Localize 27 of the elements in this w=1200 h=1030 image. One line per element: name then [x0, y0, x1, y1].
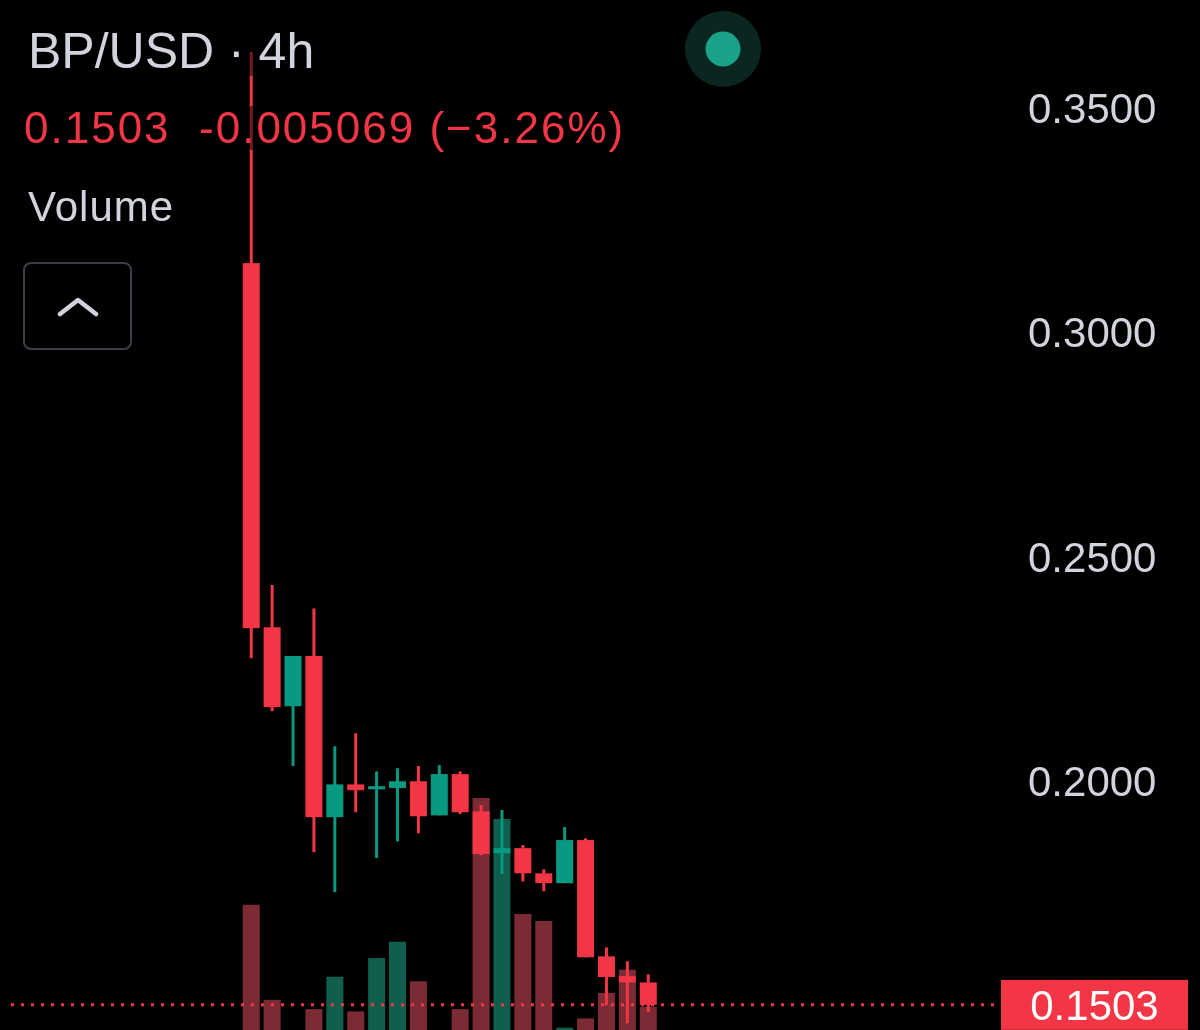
bar [577, 1018, 595, 1030]
candlestick [368, 771, 386, 859]
y-tick-label: 0.2000 [1028, 758, 1157, 806]
bar [409, 981, 427, 1030]
bar [535, 920, 553, 1030]
candlestick [535, 869, 553, 892]
bar [347, 1011, 365, 1030]
candlestick [493, 809, 511, 876]
candlestick [347, 733, 365, 814]
bar [242, 904, 260, 1030]
y-tick-label: 0.3500 [1028, 84, 1157, 132]
bar [389, 941, 407, 1030]
y-tick-label: 0.2500 [1028, 533, 1157, 581]
candlestick [389, 768, 407, 842]
y-tick-label: 0.3000 [1028, 309, 1157, 357]
bar [451, 1009, 469, 1030]
bar [326, 976, 344, 1030]
bar [514, 914, 532, 1030]
text: BP/USD · 4h [28, 23, 315, 79]
chart-title: Volume [28, 183, 175, 230]
bar [263, 999, 281, 1030]
bar [368, 958, 386, 1030]
bar [493, 818, 511, 1030]
bar [597, 992, 615, 1030]
ref-line-label: 0.1503 [1030, 981, 1159, 1029]
text: 0.1503 -0.005069 (−3.26%) [24, 103, 626, 152]
bar [305, 1009, 323, 1030]
